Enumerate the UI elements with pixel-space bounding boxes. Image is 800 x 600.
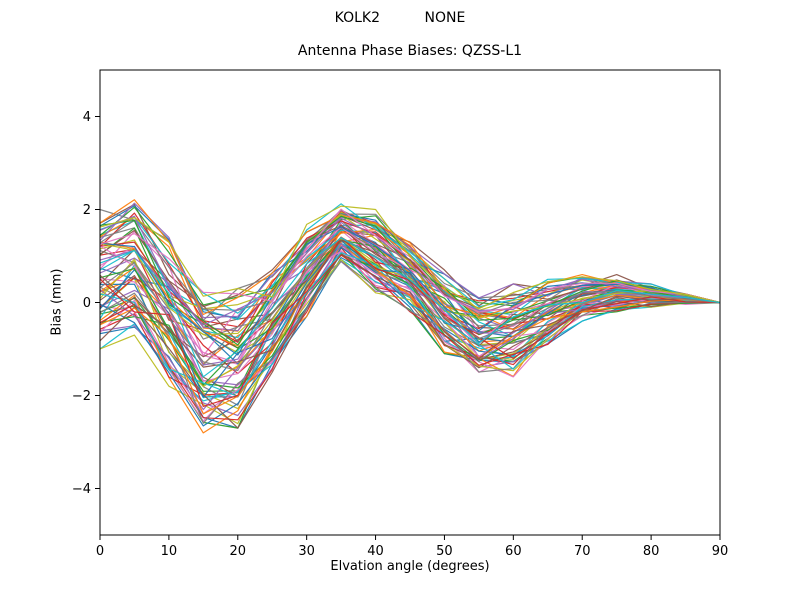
- x-tick-label: 20: [230, 544, 247, 559]
- x-tick-label: 80: [643, 544, 660, 559]
- x-tick-label: 40: [367, 544, 384, 559]
- x-tick-label: 10: [161, 544, 178, 559]
- line-series: [99, 214, 721, 336]
- line-series: [99, 252, 721, 398]
- line-series: [99, 258, 721, 402]
- line-series: [99, 252, 721, 429]
- line-series-group: [99, 199, 721, 434]
- y-tick-label: 4: [83, 110, 91, 125]
- axis-ticks: 0 10 20 30 40 50 60 70 80 90 −4 −2 0 2 4: [72, 110, 728, 559]
- line-series: [99, 225, 721, 343]
- axes-frame: [99, 69, 721, 536]
- x-tick-label: 0: [96, 544, 104, 559]
- line-series: [99, 250, 721, 382]
- y-tick-label: 0: [83, 296, 91, 311]
- line-series: [99, 260, 721, 424]
- line-series: [99, 239, 721, 368]
- x-tick-label: 30: [298, 544, 315, 559]
- y-tick-label: 2: [83, 203, 91, 218]
- line-series: [99, 254, 721, 421]
- y-tick-label: −4: [72, 482, 91, 497]
- line-series: [99, 242, 721, 398]
- line-series: [99, 221, 721, 366]
- chart-title: Antenna Phase Biases: QZSS-L1: [297, 43, 523, 59]
- line-series: [99, 237, 721, 378]
- x-tick-label: 70: [574, 544, 591, 559]
- line-series: [99, 205, 721, 310]
- line-series: [99, 215, 721, 326]
- line-series: [99, 203, 721, 314]
- figure-suptitle: KOLK2 NONE: [334, 10, 466, 26]
- line-series: [99, 236, 721, 415]
- y-tick-label: −2: [72, 389, 91, 404]
- line-series: [99, 226, 721, 356]
- x-tick-label: 90: [712, 544, 729, 559]
- x-axis-label: Elvation angle (degrees): [330, 559, 490, 574]
- x-tick-label: 50: [436, 544, 453, 559]
- x-tick-label: 60: [505, 544, 522, 559]
